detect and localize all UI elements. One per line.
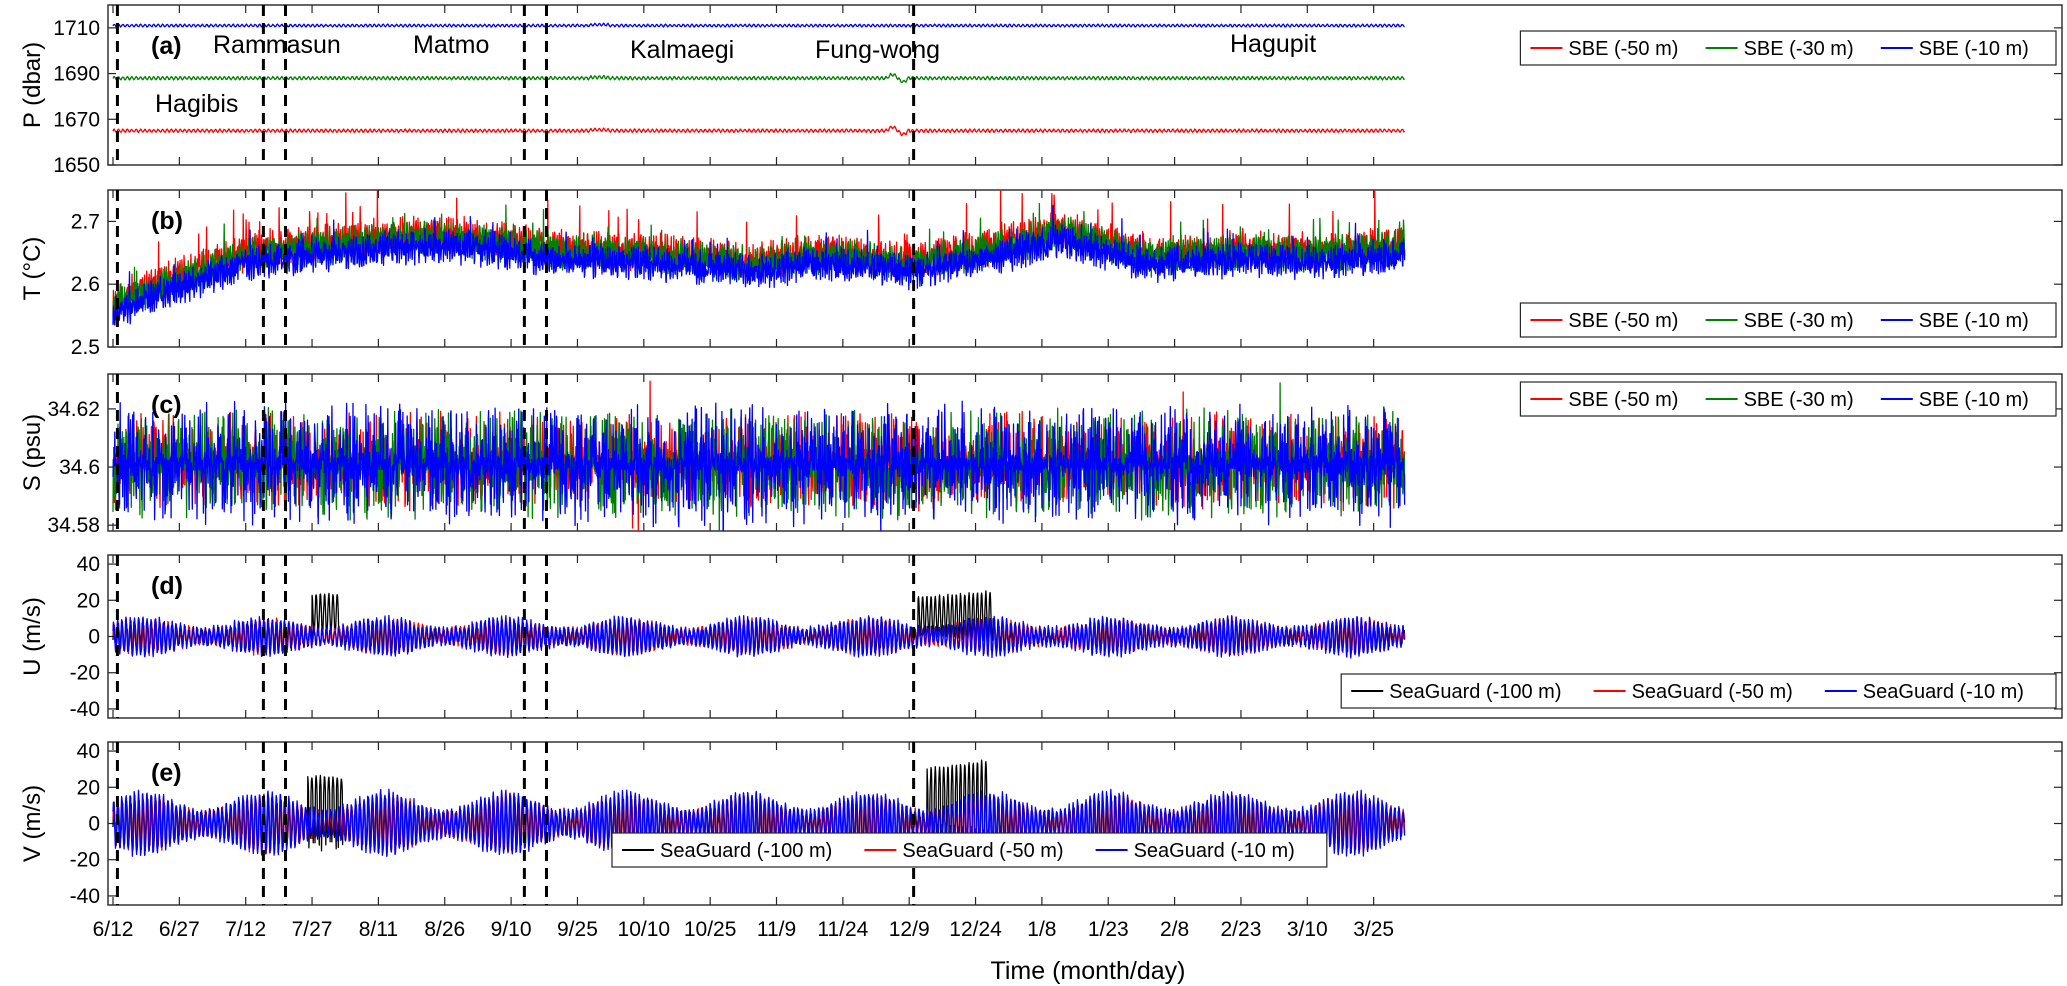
- legend: SeaGuard (-100 m) SeaGuard (-50 m) SeaGuar…: [611, 832, 1328, 868]
- x-tick-label: 10/25: [684, 918, 737, 941]
- legend-box: [1519, 381, 2057, 417]
- legend-entry: SBE (-30 m): [1744, 310, 1854, 332]
- y-tick-label: 2.7: [71, 210, 100, 233]
- y-tick-label: 20: [77, 776, 100, 799]
- x-tick-label: 7/12: [225, 918, 266, 941]
- x-axis-label: Time (month/day): [991, 957, 1186, 985]
- legend-entry: SeaGuard (-100 m): [1389, 681, 1561, 703]
- legend-entry: SBE (-10 m): [1919, 389, 2029, 411]
- y-axis-label: U (m/s): [19, 597, 46, 676]
- x-tick-label: 11/24: [817, 918, 868, 941]
- x-tick-label: 2/23: [1221, 918, 1262, 941]
- y-tick-label: 40: [77, 740, 100, 763]
- y-tick-label: -20: [70, 849, 100, 872]
- x-tick-label: 6/27: [159, 918, 200, 941]
- typhoon-name: Matmo: [413, 31, 489, 59]
- series-group: [112, 590, 1406, 659]
- legend: SBE (-50 m) SBE (-30 m) SBE (-10 m): [1519, 381, 2057, 417]
- legend-box: [611, 832, 1328, 868]
- legend-entry: SeaGuard (-10 m): [1863, 681, 2024, 703]
- series-group: [112, 190, 1406, 326]
- y-tick-label: -40: [70, 698, 100, 721]
- x-tick-label: 8/11: [359, 918, 398, 941]
- series-group: [112, 22, 1406, 137]
- typhoon-name: Fung-wong: [815, 36, 940, 64]
- x-tick-label: 7/27: [292, 918, 333, 941]
- x-tick-label: 9/25: [557, 918, 598, 941]
- panel-label: (e): [151, 759, 182, 787]
- y-tick-label: 0: [88, 813, 100, 836]
- legend-entry: SeaGuard (-50 m): [1632, 681, 1793, 703]
- y-tick-label: 40: [77, 553, 100, 576]
- legend-box: [1340, 673, 2057, 709]
- y-tick-label: 34.6: [59, 456, 100, 479]
- series-group: [112, 380, 1406, 531]
- legend-entry: SBE (-10 m): [1919, 38, 2029, 60]
- legend-entry: SBE (-10 m): [1919, 310, 2029, 332]
- legend-entry: SBE (-30 m): [1744, 389, 1854, 411]
- x-tick-label: 1/23: [1088, 918, 1129, 941]
- legend: SeaGuard (-100 m) SeaGuard (-50 m) SeaGuar…: [1340, 673, 2057, 709]
- y-tick-label: 1710: [53, 17, 100, 40]
- y-tick-label: 34.62: [47, 398, 100, 421]
- series-line-0: [112, 125, 1406, 137]
- x-tick-label: 10/10: [618, 918, 671, 941]
- y-tick-label: -20: [70, 662, 100, 685]
- y-tick-label: 0: [88, 626, 100, 649]
- legend-entry: SeaGuard (-10 m): [1134, 840, 1295, 862]
- y-axis-label: V (m/s): [19, 785, 46, 862]
- panel-frame: [107, 4, 2063, 166]
- y-axis-label: P (dbar): [19, 42, 46, 128]
- y-tick-label: -40: [70, 885, 100, 908]
- series-line-2: [112, 204, 1406, 326]
- legend-entry: SeaGuard (-100 m): [660, 840, 832, 862]
- series-line-2: [112, 22, 1405, 28]
- x-tick-label: 6/12: [93, 918, 134, 941]
- y-tick-label: 1650: [53, 154, 100, 177]
- x-tick-label: 11/9: [757, 918, 796, 941]
- x-tick-label: 8/26: [424, 918, 465, 941]
- x-tick-label: 12/9: [889, 918, 930, 941]
- x-tick-label: 3/25: [1353, 918, 1394, 941]
- y-tick-label: 20: [77, 589, 100, 612]
- x-tick-label: 2/8: [1160, 918, 1189, 941]
- y-axis-label: T (°C): [19, 237, 46, 301]
- legend-entry: SBE (-30 m): [1744, 38, 1854, 60]
- y-tick-label: 2.6: [71, 273, 100, 296]
- legend-entry: SBE (-50 m): [1568, 38, 1678, 60]
- panel-1: 2.5 2.6 2.7 T (°C) (b) SBE (-50 m) SBE (-30 m)…: [19, 189, 2063, 359]
- legend-box: [1519, 302, 2057, 338]
- y-tick-label: 2.5: [71, 336, 100, 359]
- panel-label: (b): [151, 207, 183, 235]
- x-tick-label: 1/8: [1027, 918, 1056, 941]
- typhoon-name: Hagibis: [155, 90, 238, 118]
- y-axis-label: S (psu): [19, 414, 46, 491]
- y-tick-label: 34.58: [47, 514, 100, 537]
- panel-label: (c): [151, 391, 182, 419]
- legend: SBE (-50 m) SBE (-30 m) SBE (-10 m): [1519, 30, 2057, 66]
- x-tick-label: 3/10: [1287, 918, 1328, 941]
- legend-entry: SeaGuard (-50 m): [902, 840, 1063, 862]
- legend-entry: SBE (-50 m): [1568, 310, 1678, 332]
- y-tick-label: 1670: [53, 108, 100, 131]
- series-line-1: [112, 72, 1405, 84]
- y-tick-label: 1690: [53, 63, 100, 86]
- legend-entry: SBE (-50 m): [1568, 389, 1678, 411]
- panel-4: 6/12 6/27 7/12 7/27 8/11 8/26 9/10 9/25 10/10 10/…: [19, 740, 2063, 941]
- x-tick-label: 9/10: [491, 918, 532, 941]
- legend-box: [1519, 30, 2057, 66]
- series-line-2: [112, 400, 1406, 531]
- panel-0: 1650 1670 1690 1710 P (dbar) (a) Hagibis Rammas…: [19, 4, 2063, 177]
- legend: SBE (-50 m) SBE (-30 m) SBE (-10 m): [1519, 302, 2057, 338]
- series-line-2: [112, 614, 1406, 659]
- panel-label: (d): [151, 572, 183, 600]
- typhoon-name: Hagupit: [1230, 30, 1316, 58]
- panel-label: (a): [151, 32, 182, 60]
- typhoon-name: Rammasun: [213, 31, 341, 59]
- typhoon-name: Kalmaegi: [630, 36, 734, 64]
- x-tick-label: 12/24: [949, 918, 1002, 941]
